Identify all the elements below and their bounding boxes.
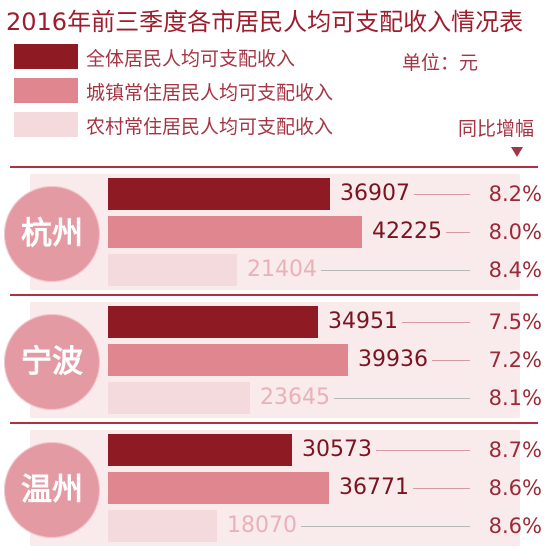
bar-urban bbox=[108, 472, 329, 504]
leader-line bbox=[413, 488, 470, 489]
bar-rural bbox=[108, 510, 217, 542]
city-badge: 温州 bbox=[4, 442, 100, 538]
yoy-value: 8.6% bbox=[488, 514, 542, 538]
leader-line bbox=[376, 450, 470, 451]
yoy-header: 同比增幅 bbox=[458, 118, 535, 140]
value-label: 23645 bbox=[260, 385, 330, 410]
leader-line bbox=[334, 398, 470, 399]
city-wenzhou-label: 温州 bbox=[21, 472, 83, 508]
legend-label-urban: 城镇常住居民人均可支配收入 bbox=[86, 82, 334, 104]
yoy-value: 8.7% bbox=[488, 438, 542, 462]
divider bbox=[10, 294, 538, 296]
yoy-value: 8.6% bbox=[488, 476, 542, 500]
leader-line bbox=[321, 270, 470, 271]
city-badge: 宁波 bbox=[4, 314, 100, 410]
yoy-value: 8.4% bbox=[488, 258, 542, 282]
chart-title: 2016年前三季度各市居民人均可支配收入情况表 bbox=[6, 8, 524, 36]
yoy-value: 7.2% bbox=[488, 348, 542, 372]
legend-swatch-rural bbox=[14, 112, 78, 137]
yoy-value: 7.5% bbox=[488, 310, 542, 334]
unit-label: 单位：元 bbox=[402, 52, 479, 74]
legend-swatch-all bbox=[14, 44, 78, 69]
down-triangle-icon bbox=[511, 147, 523, 157]
value-label: 36907 bbox=[340, 181, 410, 206]
bar-rural bbox=[108, 382, 250, 414]
city-badge: 杭州 bbox=[4, 186, 100, 282]
bar-urban bbox=[108, 216, 362, 248]
bar-all bbox=[108, 434, 292, 466]
value-label: 39936 bbox=[358, 347, 428, 372]
legend-label-rural: 农村常住居民人均可支配收入 bbox=[86, 116, 334, 138]
leader-line bbox=[414, 194, 470, 195]
yoy-value: 8.1% bbox=[488, 386, 542, 410]
city-ningbo-label: 宁波 bbox=[21, 344, 83, 380]
value-label: 30573 bbox=[302, 437, 372, 462]
leader-line bbox=[432, 360, 470, 361]
bar-rural bbox=[108, 254, 237, 286]
legend-label-all: 全体居民人均可支配收入 bbox=[86, 48, 296, 70]
divider bbox=[10, 166, 538, 168]
leader-line bbox=[402, 322, 470, 323]
bar-all bbox=[108, 178, 330, 210]
bar-urban bbox=[108, 344, 348, 376]
value-label: 34951 bbox=[328, 309, 398, 334]
city-hangzhou-label: 杭州 bbox=[21, 216, 83, 252]
value-label: 42225 bbox=[372, 219, 442, 244]
value-label: 36771 bbox=[339, 475, 409, 500]
divider bbox=[10, 422, 538, 424]
value-label: 18070 bbox=[227, 513, 297, 538]
yoy-value: 8.0% bbox=[488, 220, 542, 244]
bar-all bbox=[108, 306, 318, 338]
legend-swatch-urban bbox=[14, 78, 78, 103]
yoy-value: 8.2% bbox=[488, 182, 542, 206]
value-label: 21404 bbox=[247, 257, 317, 282]
leader-line bbox=[446, 232, 470, 233]
leader-line bbox=[301, 526, 470, 527]
